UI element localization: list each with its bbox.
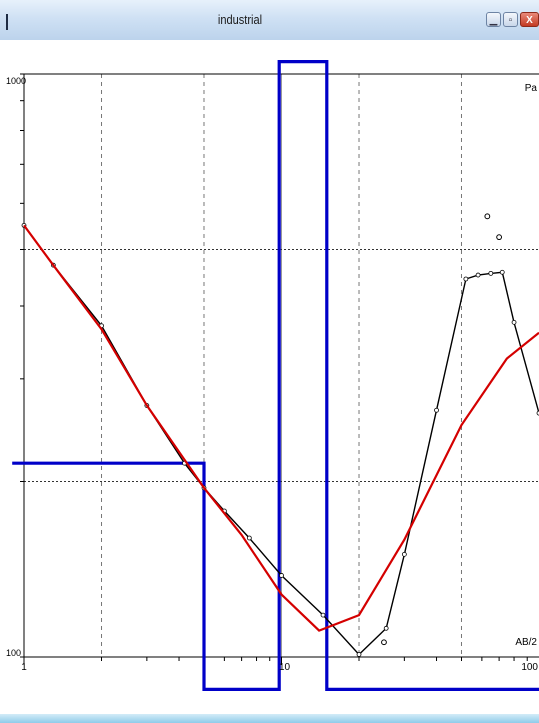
layer-model-line <box>12 59 539 692</box>
chart-grid <box>24 74 539 657</box>
field-curve-point <box>320 612 326 618</box>
field-curve-point <box>383 625 389 631</box>
scattered-point <box>381 639 387 646</box>
chart-axes <box>20 73 539 665</box>
y-tick-label-100: 100 <box>6 648 21 658</box>
chart-labels: 1 10 100 1000 100 AB/2 Pa <box>6 76 538 673</box>
y-unit-label: Pa <box>525 83 538 94</box>
title-bar-edge <box>6 14 8 30</box>
chart-series <box>12 59 539 692</box>
minimize-button[interactable]: ▁ <box>486 12 501 27</box>
x-tick-label-10: 10 <box>279 662 291 673</box>
maximize-icon: ▫ <box>508 15 513 26</box>
model-curve-line <box>23 224 539 632</box>
maximize-button[interactable]: ▫ <box>503 12 518 27</box>
x-tick-label-1: 1 <box>21 662 27 673</box>
x-axis-label: AB/2 <box>515 637 537 648</box>
field-curve-point <box>488 270 494 276</box>
scattered-point <box>496 234 503 241</box>
close-icon: X <box>526 15 533 26</box>
field-curve-point <box>434 407 439 413</box>
x-tick-label-100: 100 <box>521 662 538 673</box>
field-curve-point <box>246 535 252 541</box>
field-curve-point <box>475 272 481 278</box>
window-bottom-border <box>0 714 539 723</box>
field-curve-point <box>511 319 517 325</box>
field-curve-point <box>356 652 362 657</box>
scattered-point <box>484 213 491 220</box>
window-title-bar[interactable]: industrial ▁ ▫ X <box>0 0 539 40</box>
field-curve-point <box>499 269 505 275</box>
field-curve-point <box>401 551 407 557</box>
minimize-icon: ▁ <box>489 15 498 26</box>
window-title: industrial <box>217 12 263 27</box>
field-curve-point <box>279 573 284 578</box>
y-tick-label-1000: 1000 <box>6 76 26 86</box>
field-curve-point <box>463 276 469 282</box>
